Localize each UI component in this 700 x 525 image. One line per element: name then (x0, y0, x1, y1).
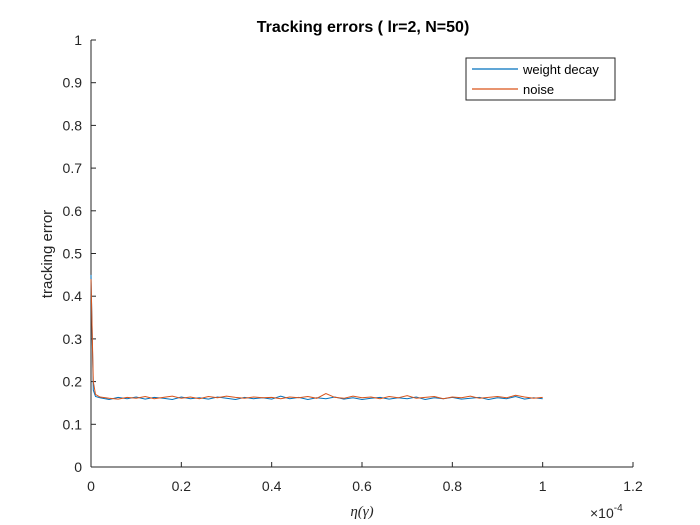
y-ticks: 0 0.1 0.2 0.3 0.4 0.5 0.6 0.7 0.8 0.9 1 (63, 32, 96, 475)
x-ticks: 0 0.2 0.4 0.6 0.8 1 1.2 (87, 462, 643, 494)
legend-label-noise: noise (523, 82, 554, 97)
x-tick-label: 0.8 (443, 478, 463, 494)
y-tick-label: 0.9 (63, 75, 83, 91)
x-multiplier: ×10-4 (590, 503, 623, 521)
x-multiplier-base: ×10 (590, 505, 614, 521)
x-tick-label: 0.6 (352, 478, 372, 494)
x-axis-label-part-1: η( (350, 504, 363, 520)
y-tick-label: 0.1 (63, 416, 83, 432)
legend: weight decay noise (465, 57, 616, 101)
plot-area: 0 0.2 0.4 0.6 0.8 1 1.2 0 0.1 0.2 0.3 0.4 0.5 0.6 0.7… (63, 32, 643, 494)
chart-title: Tracking errors ( lr=2, N=50) (257, 19, 470, 36)
y-axis-label: tracking error (39, 210, 56, 298)
x-axis-label-part-2: γ (363, 504, 370, 520)
x-tick-label: 0.2 (172, 478, 192, 494)
series-line-noise (90, 279, 543, 400)
x-tick-label: 0.4 (262, 478, 282, 494)
y-tick-label: 1 (74, 32, 82, 48)
legend-box (465, 57, 616, 101)
y-tick-label: 0.5 (63, 246, 83, 262)
x-axis-label-part-3: ) (368, 504, 374, 520)
y-tick-label: 0 (74, 459, 82, 475)
y-tick-label: 0.4 (63, 288, 83, 304)
x-tick-label: 1 (539, 478, 547, 494)
y-tick-label: 0.3 (63, 331, 83, 347)
x-multiplier-exponent: -4 (614, 503, 623, 514)
y-tick-label: 0.7 (63, 160, 83, 176)
x-tick-label: 0 (87, 478, 95, 494)
y-tick-label: 0.6 (63, 203, 83, 219)
series-lines (90, 274, 543, 401)
x-axis-label: η(γ) (350, 504, 373, 520)
x-tick-label: 1.2 (623, 478, 643, 494)
series-line-weight-decay (90, 274, 543, 401)
legend-label-weight-decay: weight decay (522, 62, 599, 77)
y-tick-label: 0.8 (63, 117, 83, 133)
y-tick-label: 0.2 (63, 374, 83, 390)
